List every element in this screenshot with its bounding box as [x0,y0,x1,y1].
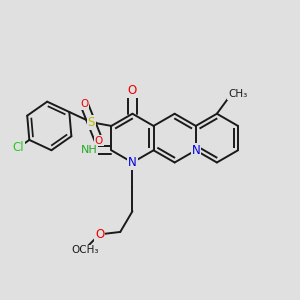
Text: N: N [191,144,200,157]
Text: CH₃: CH₃ [228,89,247,99]
Text: O: O [95,228,104,241]
Text: N: N [128,156,137,169]
Text: Cl: Cl [13,141,24,154]
Text: O: O [94,136,103,146]
Text: O: O [80,99,88,109]
Text: O: O [128,84,137,97]
Text: OCH₃: OCH₃ [71,245,99,256]
Text: NH: NH [81,145,98,155]
Text: S: S [88,116,95,129]
